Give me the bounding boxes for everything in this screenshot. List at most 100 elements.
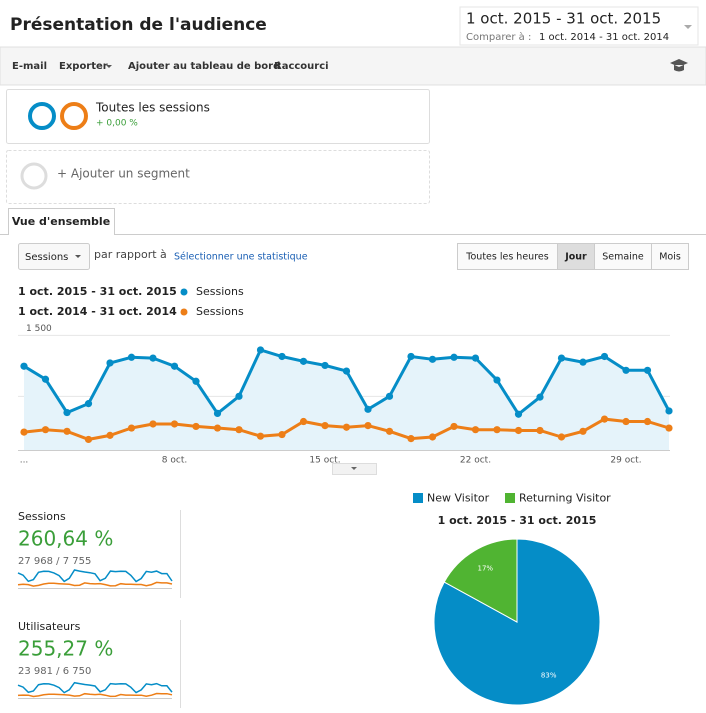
data-point (364, 405, 372, 413)
data-point (127, 353, 136, 361)
tab[interactable] (8, 208, 115, 236)
data-point (20, 362, 28, 370)
data-point (579, 427, 587, 435)
metric-change: 255,27 % (18, 637, 113, 661)
line-legend: 1 oct. 2015 - 31 oct. 2015 : Sessions 1 oc… (18, 285, 244, 318)
data-point (536, 426, 544, 435)
x-tick-label: 29 oct. (610, 456, 641, 466)
data-point (170, 420, 179, 428)
granularity-button[interactable] (557, 243, 595, 270)
data-point (235, 426, 243, 434)
segment-card[interactable] (6, 89, 430, 144)
add-segment-card[interactable] (6, 150, 430, 204)
metric-cards: Sessions 260,64 % 27 968 / 7 755 Utilisateu… (17, 510, 181, 708)
data-point (278, 430, 286, 439)
compare-range: 1 oct. 2014 - 31 oct. 2014 (539, 32, 669, 43)
compare-label: Comparer à : (466, 31, 531, 43)
data-point (235, 392, 243, 400)
data-point (321, 422, 329, 430)
data-point (84, 400, 93, 408)
data-point (536, 393, 544, 401)
legend-label: New Visitor (427, 492, 490, 505)
data-point (514, 410, 523, 418)
data-point (643, 366, 652, 374)
granularity-button[interactable] (651, 243, 689, 270)
data-point (106, 431, 114, 439)
data-point (557, 354, 566, 362)
page-title: Présentation de l'audience (10, 15, 267, 35)
academy-icon[interactable] (670, 59, 688, 72)
data-point (471, 426, 480, 434)
granularity-buttons: Toutes les heures Jour Semaine Mois (457, 243, 689, 270)
x-tick-label: 8 oct. (162, 456, 187, 466)
legend-range: 1 oct. 2015 - 31 oct. 2015 : (18, 285, 185, 298)
legend-range: 1 oct. 2014 - 31 oct. 2014 : (18, 305, 185, 318)
data-point (149, 354, 157, 362)
data-point (192, 377, 200, 385)
data-point (428, 433, 437, 441)
data-point (600, 415, 609, 423)
data-point (213, 409, 222, 417)
line-chart: 7501 500...8 oct.15 oct.22 oct.29 oct. (18, 324, 673, 466)
data-point (63, 427, 71, 435)
dropdown-arrow[interactable] (75, 255, 81, 258)
legend-swatch (505, 493, 515, 503)
toolbar-item[interactable]: Ajouter au tableau de bord (128, 61, 280, 72)
segment-icon (28, 102, 56, 130)
data-point (385, 392, 394, 400)
metric-dropdown[interactable] (18, 243, 90, 270)
add-segment[interactable]: + Ajouter un segment (57, 167, 190, 181)
data-point (471, 354, 480, 362)
granularity-label[interactable]: Jour (564, 252, 587, 263)
data-point (450, 422, 458, 431)
legend-label: Returning Visitor (519, 492, 611, 505)
data-point (127, 424, 136, 432)
legend-swatch (413, 493, 423, 503)
legend-name: Sessions (196, 285, 244, 298)
data-point (407, 352, 415, 361)
y-tick-label: 1 500 (26, 324, 52, 334)
legend-dot (180, 308, 188, 316)
data-point (278, 352, 286, 361)
segment-change: + 0,00 % (96, 119, 138, 129)
granularity-label[interactable]: Semaine (602, 252, 644, 263)
x-tick-label: ... (20, 456, 29, 466)
metric-dropdown-label[interactable]: Sessions (25, 252, 68, 263)
granularity-button[interactable] (457, 243, 558, 270)
pie-title: 1 oct. 2015 - 31 oct. 2015 (438, 514, 597, 527)
sparkline (17, 681, 173, 694)
granularity-label[interactable]: Mois (659, 252, 681, 263)
data-point (84, 435, 93, 444)
date-dropdown-arrow[interactable] (684, 25, 692, 29)
data-point (299, 357, 308, 365)
data-point (514, 426, 523, 435)
data-point (106, 359, 114, 367)
data-point (20, 428, 28, 436)
data-point (321, 361, 329, 370)
data-point (256, 432, 265, 440)
metric-name: Utilisateurs (18, 620, 81, 633)
granularity-label[interactable]: Toutes les heures (465, 252, 548, 263)
toolbar-item[interactable]: E-mail (12, 61, 47, 72)
metric-change: 260,64 % (18, 527, 113, 551)
segment-name: Toutes les sessions (95, 101, 210, 115)
metric-totals: 27 968 / 7 755 (18, 556, 91, 567)
x-tick-label: 15 oct. (309, 456, 340, 466)
export-arrow[interactable] (106, 65, 112, 68)
pie-label: 83% (541, 672, 557, 680)
date-picker[interactable] (459, 6, 699, 46)
toolbar-item[interactable]: Raccourci (274, 61, 329, 72)
toolbar-item[interactable]: Exporter (59, 61, 108, 72)
add-segment-icon (20, 162, 48, 190)
granularity-button[interactable] (594, 243, 652, 270)
data-point (428, 355, 437, 363)
data-point (622, 366, 630, 374)
resize-arrow[interactable] (351, 467, 357, 470)
tab-label[interactable]: Vue d'ensemble (12, 215, 110, 228)
pie-chart: New Visitor Returning Visitor 1 oct. 2015 … (413, 492, 611, 706)
date-range[interactable]: 1 oct. 2015 - 31 oct. 2015 (466, 10, 661, 28)
data-point (622, 417, 630, 426)
toolbar (0, 46, 706, 86)
select-metric-link[interactable]: Sélectionner une statistique (174, 252, 308, 263)
